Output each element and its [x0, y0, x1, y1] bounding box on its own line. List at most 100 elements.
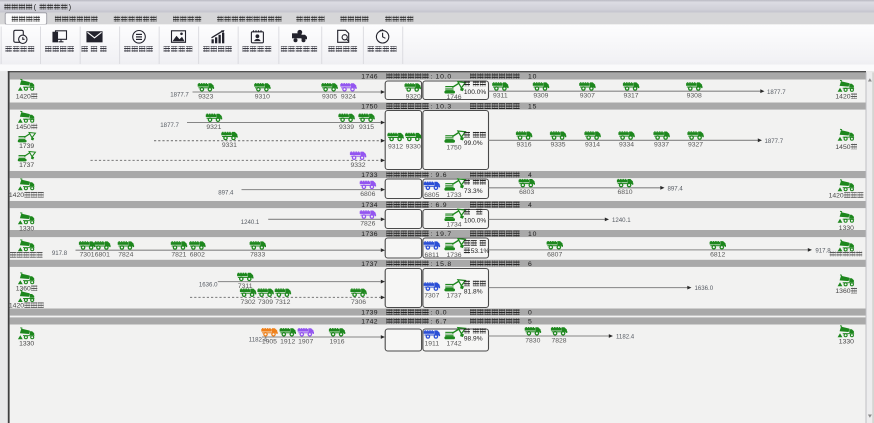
svg-text:9324: 9324	[341, 93, 356, 100]
svg-text:4: 4	[528, 172, 533, 179]
svg-text:1905: 1905	[262, 338, 277, 345]
svg-text:9310: 9310	[255, 93, 270, 100]
svg-text:6806: 6806	[360, 191, 375, 198]
svg-text:1912: 1912	[280, 338, 295, 345]
svg-text::: :	[431, 231, 433, 238]
svg-text:9327: 9327	[688, 142, 703, 149]
svg-text:1742: 1742	[446, 341, 461, 348]
svg-text:1182.4: 1182.4	[616, 334, 635, 341]
svg-text:1420: 1420	[9, 303, 24, 310]
svg-text:73.3%: 73.3%	[464, 188, 483, 195]
svg-text:5: 5	[528, 319, 533, 326]
svg-text:81.8%: 81.8%	[464, 288, 483, 295]
svg-text:6812: 6812	[710, 251, 725, 258]
svg-text:9312: 9312	[388, 144, 403, 151]
svg-text:1733: 1733	[361, 172, 378, 179]
svg-text:6811: 6811	[424, 252, 439, 259]
svg-text:1420: 1420	[16, 93, 31, 100]
svg-text:1420: 1420	[829, 193, 844, 200]
svg-text:1360: 1360	[16, 286, 31, 293]
svg-text:9331: 9331	[222, 142, 237, 149]
svg-text:1734: 1734	[361, 202, 378, 209]
svg-text:9330: 9330	[406, 144, 421, 151]
svg-text:9305: 9305	[322, 93, 337, 100]
svg-text:1450: 1450	[835, 144, 850, 151]
svg-text:1877.7: 1877.7	[767, 89, 786, 96]
svg-text:7302: 7302	[240, 299, 255, 306]
svg-text:1636.0: 1636.0	[199, 281, 218, 288]
svg-text:10: 10	[528, 231, 537, 238]
svg-text:9316: 9316	[516, 142, 531, 149]
svg-text:1737: 1737	[19, 162, 34, 169]
svg-text:1739: 1739	[361, 310, 378, 317]
svg-text:9311: 9311	[493, 93, 508, 100]
svg-text:9309: 9309	[533, 93, 548, 100]
svg-text:0: 0	[528, 310, 533, 317]
svg-text:1907: 1907	[298, 338, 313, 345]
svg-text:7301: 7301	[79, 252, 94, 259]
svg-text:7311: 7311	[238, 283, 253, 290]
svg-text:1911: 1911	[424, 341, 439, 348]
svg-text:1330: 1330	[19, 225, 34, 232]
svg-text:6: 6	[528, 261, 533, 268]
svg-text:(: (	[34, 2, 37, 11]
svg-text:1916: 1916	[329, 338, 344, 345]
svg-text:9307: 9307	[580, 93, 595, 100]
svg-text:10.3: 10.3	[436, 104, 452, 111]
svg-text:917.8: 917.8	[52, 250, 68, 257]
svg-text:9332: 9332	[350, 162, 365, 169]
svg-text:15.8: 15.8	[436, 261, 452, 268]
svg-text:19.7: 19.7	[436, 231, 452, 238]
svg-text::: :	[431, 319, 433, 326]
svg-text:9334: 9334	[619, 142, 634, 149]
svg-text:917.8: 917.8	[815, 248, 831, 255]
svg-text:1736: 1736	[361, 231, 378, 238]
svg-text:10: 10	[528, 74, 537, 81]
svg-text:53.1%: 53.1%	[471, 248, 490, 255]
svg-text:1736: 1736	[446, 252, 461, 259]
svg-text:1746: 1746	[446, 94, 461, 101]
svg-text:1330: 1330	[839, 225, 854, 232]
svg-text:9308: 9308	[687, 93, 702, 100]
svg-text:6801: 6801	[95, 252, 110, 259]
svg-text:7306: 7306	[351, 299, 366, 306]
svg-text::: :	[431, 104, 433, 111]
svg-text:1420: 1420	[835, 94, 850, 101]
svg-text:7830: 7830	[525, 337, 540, 344]
svg-text:1360: 1360	[835, 288, 850, 295]
svg-text:15: 15	[528, 104, 537, 111]
svg-text:7828: 7828	[551, 337, 566, 344]
svg-text:9317: 9317	[623, 93, 638, 100]
svg-text:1742: 1742	[361, 319, 378, 326]
svg-text:6805: 6805	[424, 192, 439, 199]
svg-text:): )	[69, 2, 72, 11]
svg-text:7307: 7307	[424, 293, 439, 300]
svg-text:6807: 6807	[547, 251, 562, 258]
svg-text:1636.0: 1636.0	[695, 285, 714, 292]
svg-text:99.0%: 99.0%	[464, 140, 483, 147]
svg-text:7821: 7821	[171, 252, 186, 259]
svg-text:7826: 7826	[360, 221, 375, 228]
svg-text:1877.7: 1877.7	[765, 138, 784, 145]
svg-text:9314: 9314	[585, 142, 600, 149]
svg-text:98.9%: 98.9%	[464, 335, 483, 342]
svg-text:1420: 1420	[9, 192, 24, 199]
svg-text::: :	[431, 310, 433, 317]
svg-text:1750: 1750	[446, 144, 461, 151]
svg-text:9315: 9315	[359, 124, 374, 131]
svg-text:1330: 1330	[19, 341, 34, 348]
svg-text:6803: 6803	[519, 189, 534, 196]
svg-text:100.0%: 100.0%	[464, 89, 487, 96]
svg-text:9337: 9337	[654, 142, 669, 149]
svg-text:1240.1: 1240.1	[241, 219, 260, 226]
svg-text:7312: 7312	[275, 299, 290, 306]
svg-text:1734: 1734	[446, 221, 461, 228]
svg-text:1877.7: 1877.7	[170, 92, 189, 99]
svg-text:10.0: 10.0	[436, 74, 452, 81]
svg-text::: :	[431, 172, 433, 179]
svg-text:4: 4	[528, 202, 533, 209]
svg-text:100.0%: 100.0%	[464, 217, 487, 224]
svg-text:1737: 1737	[361, 261, 378, 268]
svg-text:7833: 7833	[250, 252, 265, 259]
svg-text:1182.4: 1182.4	[249, 337, 268, 344]
